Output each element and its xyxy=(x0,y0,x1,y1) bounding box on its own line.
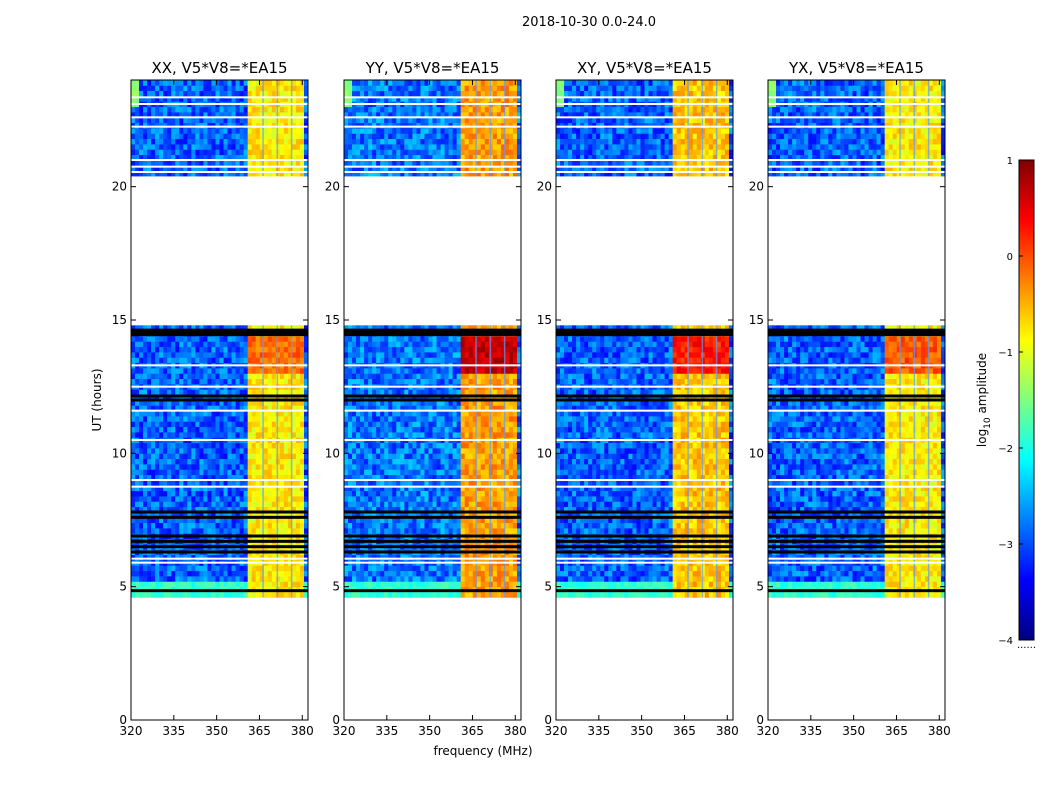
x-tick-label: 365 xyxy=(248,724,271,738)
y-tick-label: 20 xyxy=(749,180,764,194)
y-tick-label: 15 xyxy=(537,313,552,327)
x-tick-label: 335 xyxy=(375,724,398,738)
x-tick-label: 350 xyxy=(418,724,441,738)
y-tick-label: 10 xyxy=(325,446,340,460)
panel-1: XX, V5*V8=*EA15 320 335 350 365 380 0 5 10 15 20 xyxy=(112,59,314,738)
x-tick-label: 350 xyxy=(630,724,653,738)
colorbar-tick-label: 1 xyxy=(1007,156,1013,167)
colorbar-tick-label: −2 xyxy=(998,444,1013,455)
colorbar-tick-label: −1 xyxy=(998,348,1013,359)
y-tick-label: 0 xyxy=(544,713,552,727)
panel-3: XY, V5*V8=*EA15 320 335 350 365 380 0 5 10 15 20 xyxy=(537,59,739,738)
x-tick-label: 380 xyxy=(716,724,739,738)
colorbar-label: log10 amplitude xyxy=(975,353,993,447)
spectrogram-image xyxy=(344,80,521,598)
panel-title: YX, V5*V8=*EA15 xyxy=(788,59,924,77)
colorbar-tick-label: −4 xyxy=(998,636,1013,647)
y-tick-label: 20 xyxy=(537,180,552,194)
spectrogram-image xyxy=(556,80,733,598)
y-tick-label: 15 xyxy=(749,313,764,327)
x-tick-label: 380 xyxy=(504,724,527,738)
x-tick-label: 335 xyxy=(799,724,822,738)
y-tick-label: 0 xyxy=(756,713,764,727)
y-tick-label: 10 xyxy=(537,446,552,460)
y-tick-label: 15 xyxy=(112,313,127,327)
x-tick-label: 365 xyxy=(885,724,908,738)
x-tick-label: 365 xyxy=(673,724,696,738)
axes-frame xyxy=(555,79,734,721)
y-tick-label: 20 xyxy=(325,180,340,194)
x-tick-label: 350 xyxy=(842,724,865,738)
x-tick-label: 335 xyxy=(162,724,185,738)
x-tick-label: 365 xyxy=(461,724,484,738)
y-tick-label: 5 xyxy=(332,580,340,594)
colorbar-tick-label: −3 xyxy=(998,540,1013,551)
x-tick-label: 335 xyxy=(587,724,610,738)
x-tick-label: 320 xyxy=(545,724,568,738)
x-tick-label: 380 xyxy=(291,724,314,738)
figure-suptitle: 2018-10-30 0.0-24.0 xyxy=(522,15,656,30)
x-tick-label: 380 xyxy=(928,724,951,738)
y-tick-label: 5 xyxy=(756,580,764,594)
y-tick-label: 20 xyxy=(112,180,127,194)
panel-2: YY, V5*V8=*EA15 320 335 350 365 380 0 5 10 15 20 xyxy=(325,59,527,738)
panel-title: XY, V5*V8=*EA15 xyxy=(577,59,712,77)
y-tick-label: 5 xyxy=(544,580,552,594)
panel-title: XX, V5*V8=*EA15 xyxy=(151,59,287,77)
x-tick-label: 320 xyxy=(333,724,356,738)
y-tick-label: 0 xyxy=(119,713,127,727)
panel-title: YY, V5*V8=*EA15 xyxy=(365,59,500,77)
axes-frame xyxy=(767,79,946,721)
axes-frame xyxy=(343,79,522,721)
colorbar-tick-label: 0 xyxy=(1007,252,1013,263)
y-tick-label: 0 xyxy=(332,713,340,727)
x-axis-label: frequency (MHz) xyxy=(433,744,532,758)
y-axis-label: UT (hours) xyxy=(90,368,104,431)
colorbar-gradient xyxy=(1018,159,1035,641)
y-tick-label: 10 xyxy=(112,446,127,460)
x-tick-label: 350 xyxy=(205,724,228,738)
spectrogram-image xyxy=(768,80,945,598)
x-tick-label: 320 xyxy=(757,724,780,738)
colorbar: 1 0 −1 −2 −3 −4 ...... log10 amplitude xyxy=(975,156,1036,651)
panel-4: YX, V5*V8=*EA15 320 335 350 365 380 0 5 10 15 20 xyxy=(749,59,951,738)
spectrogram-image xyxy=(131,80,308,598)
y-tick-label: 5 xyxy=(119,580,127,594)
axes-frame xyxy=(130,79,309,721)
x-tick-label: 320 xyxy=(120,724,143,738)
colorbar-footnote: ...... xyxy=(1017,640,1036,651)
y-tick-label: 10 xyxy=(749,446,764,460)
y-tick-label: 15 xyxy=(325,313,340,327)
